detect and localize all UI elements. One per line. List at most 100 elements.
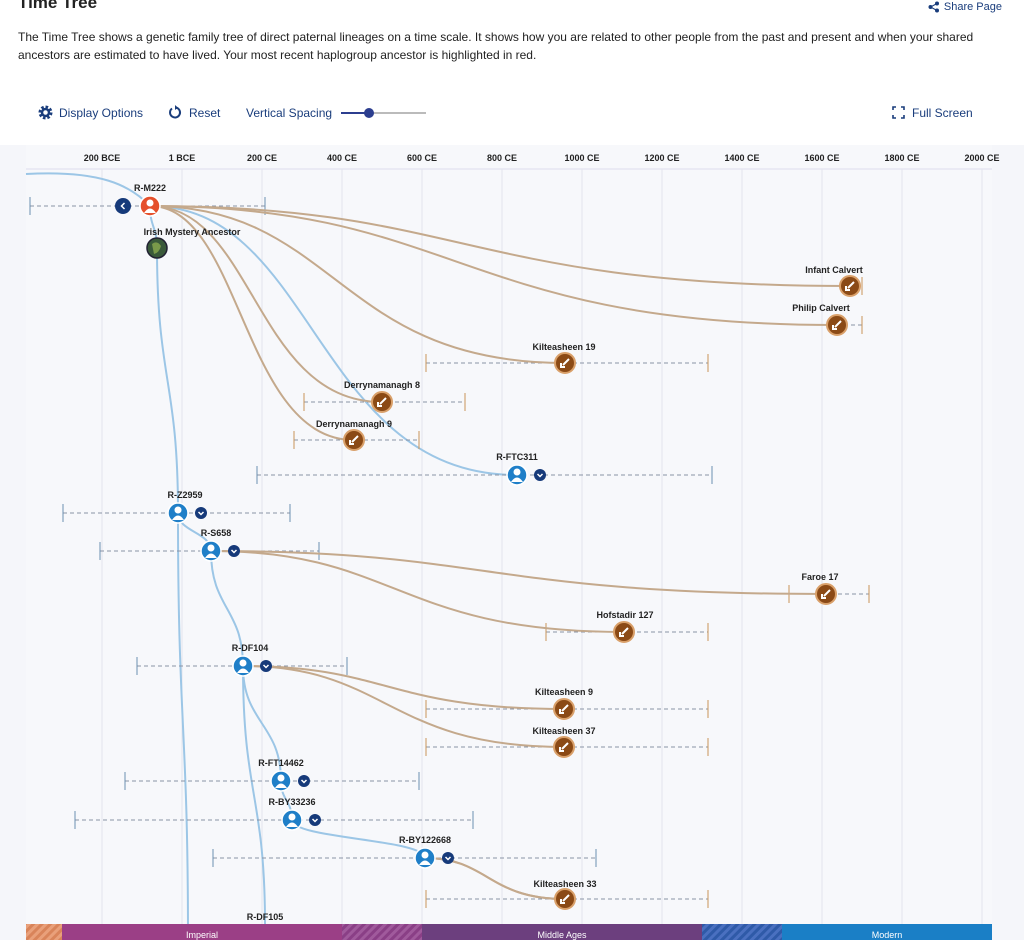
- time-tick-label: 200 BCE: [84, 153, 121, 163]
- node-label: R-M222: [134, 183, 166, 193]
- lineage-line: [149, 205, 518, 476]
- full-screen[interactable]: Full Screen: [912, 106, 973, 120]
- lineage-line: [156, 247, 179, 514]
- dig-icon: [377, 397, 387, 407]
- era-label: Modern: [872, 930, 903, 940]
- expand-button[interactable]: [260, 660, 272, 672]
- share-button[interactable]: Share Page: [943, 1, 1002, 13]
- dig-icon: [349, 435, 359, 445]
- person-head: [277, 774, 285, 782]
- vertical-spacing-label: Vertical Spacing: [246, 106, 333, 120]
- era-transition: [702, 924, 782, 940]
- reset[interactable]: Reset: [189, 106, 221, 120]
- expand-button[interactable]: [534, 469, 546, 481]
- node-label: Kilteasheen 37: [532, 726, 595, 736]
- person-head: [239, 659, 247, 667]
- node-label: R-FTC311: [496, 452, 538, 462]
- share-icon: [928, 1, 939, 13]
- person-body: [144, 208, 156, 213]
- dig-icon: [845, 281, 855, 291]
- expand-button[interactable]: [115, 198, 131, 214]
- chevron: [444, 856, 452, 861]
- description: The Time Tree shows a genetic family tre…: [18, 30, 974, 62]
- dig-icon: [559, 742, 569, 752]
- era-band: [62, 924, 342, 940]
- time-tick-label: 600 CE: [407, 153, 437, 163]
- expand-button[interactable]: [298, 775, 310, 787]
- person-body: [511, 477, 523, 482]
- node-label: Hofstadir 127: [596, 610, 653, 620]
- expand-button[interactable]: [228, 545, 240, 557]
- node-label: Derrynamanagh 8: [344, 380, 420, 390]
- person-body: [275, 783, 287, 788]
- node-label: Faroe 17: [801, 572, 838, 582]
- gear-icon: [38, 105, 53, 120]
- reset-icon: [169, 105, 182, 119]
- dig-icon: [821, 589, 831, 599]
- person-head: [288, 813, 296, 821]
- fullscreen-icon: [892, 106, 905, 119]
- person-head: [513, 468, 521, 476]
- era-band: [422, 924, 702, 940]
- era-transition: [342, 924, 422, 940]
- node-label: R-FT14462: [258, 758, 304, 768]
- person-head: [146, 199, 154, 207]
- display-options[interactable]: Display Options: [59, 106, 144, 120]
- chevron: [230, 549, 238, 554]
- expand-button[interactable]: [309, 814, 321, 826]
- node-label: R-S658: [201, 528, 232, 538]
- node-label: Kilteasheen 19: [532, 342, 595, 352]
- descendant-line: [242, 665, 565, 748]
- era-label: Imperial: [186, 930, 218, 940]
- node-label: Derrynamanagh 9: [316, 419, 392, 429]
- node-label: R-DF105: [247, 912, 284, 922]
- time-tick-label: 1600 CE: [804, 153, 839, 163]
- chevron: [300, 779, 308, 784]
- lineage-line: [242, 665, 282, 782]
- lineage-line: [177, 512, 189, 940]
- lineage-line: [210, 550, 244, 667]
- descendant-line: [149, 205, 851, 287]
- person-body: [172, 515, 184, 520]
- time-tick-label: 400 CE: [327, 153, 357, 163]
- dig-icon: [619, 627, 629, 637]
- chevron: [536, 473, 544, 478]
- dig-icon: [559, 704, 569, 714]
- era-label: Middle Ages: [537, 930, 587, 940]
- expand-button[interactable]: [195, 507, 207, 519]
- plot-area: [26, 145, 992, 924]
- chevron: [311, 818, 319, 823]
- person-body: [286, 822, 298, 827]
- person-body: [205, 553, 217, 558]
- node-label: Kilteasheen 9: [535, 687, 593, 697]
- time-tick-label: 800 CE: [487, 153, 517, 163]
- person-body: [237, 668, 249, 673]
- lineage-line: [242, 665, 266, 926]
- time-tree: 200 BCE 1 BCE 200 CE 400 CE 600 CE 800 CE 1000…: [25, 145, 1000, 940]
- era-transition: [26, 924, 62, 940]
- person-body: [419, 860, 431, 865]
- time-tick-label: 1800 CE: [884, 153, 919, 163]
- descendant-line: [242, 665, 565, 710]
- time-tick-label: 1000 CE: [564, 153, 599, 163]
- descendant-line: [149, 205, 566, 364]
- node-label: Irish Mystery Ancestor: [144, 227, 241, 237]
- time-tick-label: 1 BCE: [169, 153, 196, 163]
- time-tick-label: 200 CE: [247, 153, 277, 163]
- time-tick-label: 1400 CE: [724, 153, 759, 163]
- person-head: [207, 544, 215, 552]
- dig-icon: [560, 894, 570, 904]
- spacing-slider[interactable]: [338, 105, 430, 121]
- chevron: [262, 664, 270, 669]
- descendant-line: [149, 205, 838, 326]
- dig-icon: [560, 358, 570, 368]
- node-label: Philip Calvert: [792, 303, 850, 313]
- descendant-line: [210, 550, 827, 595]
- time-tick-label: 1200 CE: [644, 153, 679, 163]
- page-title: Time Tree: [18, 0, 98, 12]
- node-label: Infant Calvert: [805, 265, 863, 275]
- descendant-line: [210, 550, 625, 633]
- globe-land: [152, 242, 161, 254]
- expand-button[interactable]: [442, 852, 454, 864]
